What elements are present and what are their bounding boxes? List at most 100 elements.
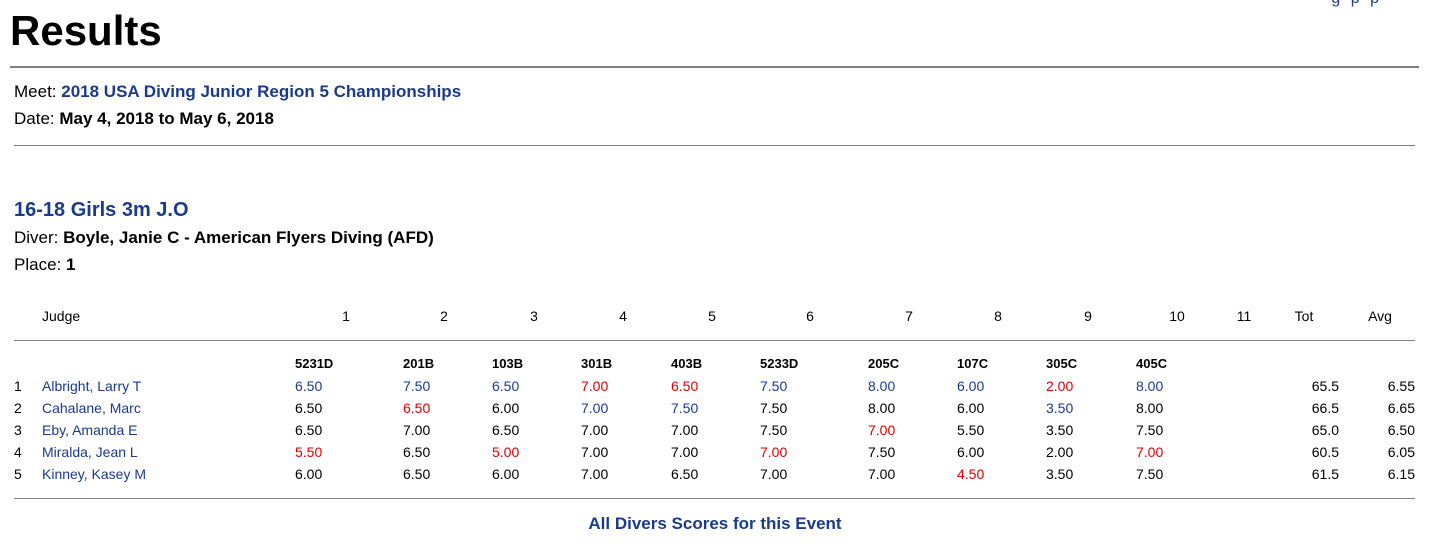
row-total: 61.5 [1311, 466, 1339, 482]
judge-score: 6.50 [295, 378, 323, 394]
top-right-link[interactable]: g p p [1331, 0, 1382, 8]
row-total: 65.5 [1311, 378, 1339, 394]
judge-score: 6.50 [492, 378, 520, 394]
dive-code: 103B [492, 356, 524, 371]
judge-score: 6.50 [295, 422, 323, 438]
judge-name-link[interactable]: Eby, Amanda E [42, 422, 138, 438]
judge-score: 5.00 [492, 444, 520, 460]
judge-score: 2.00 [1046, 378, 1074, 394]
round-header: 10 [1169, 308, 1185, 324]
round-header: 11 [1236, 308, 1252, 324]
judge-score: 6.00 [957, 378, 985, 394]
dive-code: 205C [868, 356, 900, 371]
row-average: 6.55 [1387, 378, 1415, 394]
divider-table-header [14, 340, 1415, 341]
divider-table-bottom [14, 498, 1415, 499]
judge-score: 7.50 [760, 400, 788, 416]
judge-score: 7.00 [581, 422, 609, 438]
row-average: 6.65 [1387, 400, 1415, 416]
place-label: Place: [14, 255, 62, 274]
all-divers-scores-link[interactable]: All Divers Scores for this Event [588, 514, 842, 533]
judge-score: 7.00 [760, 466, 788, 482]
judge-score: 7.00 [581, 400, 609, 416]
judge-score: 6.50 [671, 378, 699, 394]
row-number: 2 [14, 400, 22, 416]
judge-score: 7.50 [671, 400, 699, 416]
divider-top [10, 66, 1419, 68]
judge-score: 7.50 [403, 378, 431, 394]
judge-score: 2.00 [1046, 444, 1074, 460]
dive-code: 5231D [295, 356, 334, 371]
judge-name-link[interactable]: Kinney, Kasey M [42, 466, 147, 482]
round-header: 7 [905, 308, 913, 324]
judge-score: 3.50 [1046, 400, 1074, 416]
row-total: 65.0 [1311, 422, 1339, 438]
judge-score: 7.00 [760, 444, 788, 460]
judge-score: 6.50 [671, 466, 699, 482]
judge-name-link[interactable]: Cahalane, Marc [42, 400, 141, 416]
date-label: Date: [14, 109, 55, 128]
judge-score: 3.50 [1046, 466, 1074, 482]
judge-score: 8.00 [868, 378, 896, 394]
round-header: 9 [1084, 308, 1092, 324]
round-header: 4 [619, 308, 627, 324]
judge-score: 8.00 [868, 400, 896, 416]
dive-code: 201B [403, 356, 435, 371]
place-value: 1 [65, 255, 76, 274]
judge-score: 7.50 [760, 422, 788, 438]
judge-score: 7.00 [671, 422, 699, 438]
date-value: May 4, 2018 to May 6, 2018 [59, 109, 274, 128]
judge-score: 7.00 [671, 444, 699, 460]
judge-score: 7.50 [1136, 422, 1164, 438]
dive-code: 403B [671, 356, 703, 371]
judge-score: 6.50 [403, 466, 431, 482]
place-line: Place: 1 [14, 255, 75, 275]
judge-score: 6.00 [957, 444, 985, 460]
round-header: 5 [708, 308, 716, 324]
judge-score: 6.00 [492, 400, 520, 416]
tot-header: Tot [1294, 308, 1314, 324]
page-title: Results [10, 7, 162, 54]
meet-line: Meet: 2018 USA Diving Junior Region 5 Ch… [14, 82, 461, 102]
judge-score: 7.00 [1136, 444, 1164, 460]
row-number: 1 [14, 378, 22, 394]
diver-label: Diver: [14, 228, 59, 247]
judge-score: 7.50 [760, 378, 788, 394]
judge-score: 5.50 [957, 422, 985, 438]
round-header: 8 [994, 308, 1002, 324]
judge-score: 6.50 [403, 444, 431, 460]
row-number: 3 [14, 422, 22, 438]
judge-name-link[interactable]: Albright, Larry T [42, 378, 142, 394]
dive-code: 301B [581, 356, 613, 371]
diver-line: Diver: Boyle, Janie C - American Flyers … [14, 228, 434, 248]
divider-meet [14, 145, 1415, 146]
judge-score: 6.00 [957, 400, 985, 416]
date-line: Date: May 4, 2018 to May 6, 2018 [14, 109, 274, 129]
event-link[interactable]: 16-18 Girls 3m J.O [14, 199, 189, 221]
dive-code: 305C [1046, 356, 1078, 371]
dive-code: 107C [957, 356, 989, 371]
judge-name-link[interactable]: Miralda, Jean L [42, 444, 138, 460]
judge-score: 5.50 [295, 444, 323, 460]
judge-score: 8.00 [1136, 378, 1164, 394]
judge-score: 7.00 [403, 422, 431, 438]
diver-value: Boyle, Janie C - American Flyers Diving … [63, 228, 434, 247]
dive-code: 405C [1136, 356, 1168, 371]
avg-header: Avg [1368, 308, 1392, 324]
round-header: 6 [806, 308, 814, 324]
round-header: 3 [530, 308, 538, 324]
dive-code: 5233D [760, 356, 799, 371]
round-header: 1 [342, 308, 350, 324]
row-average: 6.05 [1387, 444, 1415, 460]
row-number: 4 [14, 444, 22, 460]
judge-score: 7.00 [581, 444, 609, 460]
judge-score: 7.50 [1136, 466, 1164, 482]
judge-score: 7.00 [581, 466, 609, 482]
judge-score: 8.00 [1136, 400, 1164, 416]
row-average: 6.15 [1387, 466, 1415, 482]
meet-label: Meet: [14, 82, 57, 101]
row-total: 66.5 [1311, 400, 1339, 416]
judge-score: 6.50 [403, 400, 431, 416]
meet-link[interactable]: 2018 USA Diving Junior Region 5 Champion… [61, 82, 462, 101]
judge-score: 7.00 [868, 466, 896, 482]
